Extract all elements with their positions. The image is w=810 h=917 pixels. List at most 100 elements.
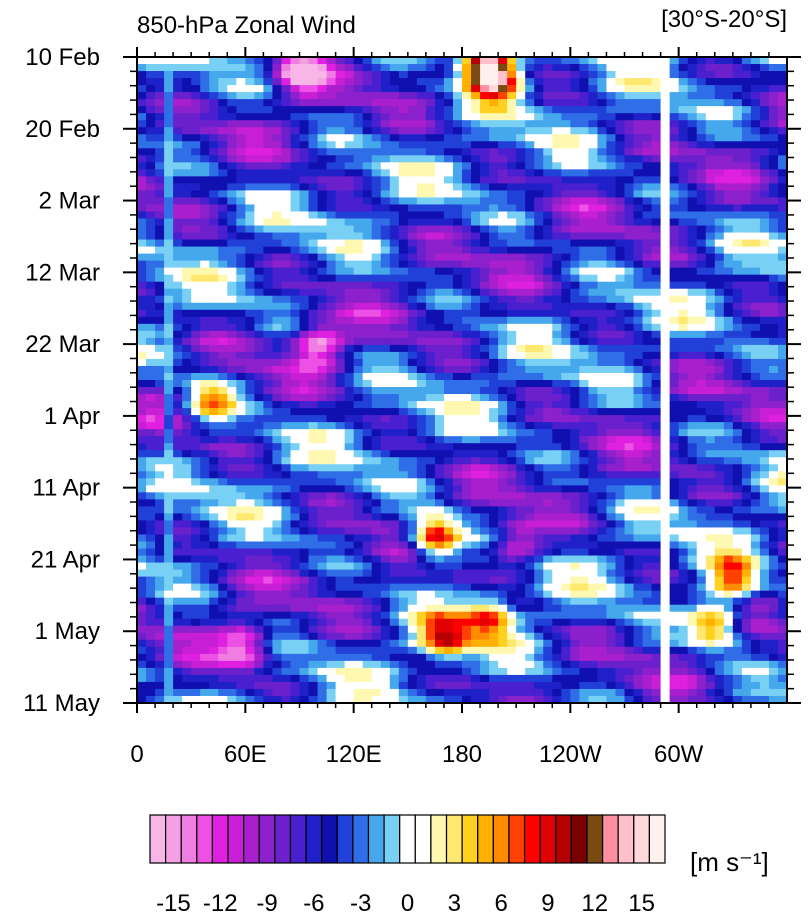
heatmap-cell bbox=[209, 113, 219, 121]
heatmap-cell bbox=[516, 57, 526, 65]
heatmap-cell bbox=[696, 520, 707, 529]
heatmap-cell bbox=[678, 471, 689, 479]
heatmap-cell bbox=[525, 232, 535, 241]
heatmap-cell bbox=[254, 429, 264, 437]
heatmap-cell bbox=[561, 527, 571, 536]
heatmap-cell bbox=[723, 302, 734, 311]
heatmap-cell bbox=[344, 492, 355, 500]
heatmap-cell bbox=[371, 85, 382, 93]
heatmap-cell bbox=[227, 323, 237, 332]
heatmap-cell bbox=[326, 323, 337, 332]
heatmap-cell bbox=[398, 176, 409, 184]
heatmap-cell bbox=[254, 330, 264, 339]
heatmap-cell bbox=[606, 106, 617, 114]
heatmap-cell bbox=[732, 162, 743, 170]
heatmap-cell bbox=[317, 513, 328, 522]
heatmap-cell bbox=[471, 71, 481, 79]
heatmap-cell bbox=[380, 401, 391, 409]
heatmap-cell bbox=[218, 527, 228, 536]
heatmap-cell bbox=[777, 372, 787, 381]
heatmap-cell bbox=[146, 148, 156, 156]
heatmap-cell bbox=[633, 401, 644, 409]
heatmap-cell bbox=[516, 372, 526, 381]
heatmap-cell bbox=[579, 239, 589, 248]
heatmap-cell bbox=[660, 120, 671, 128]
heatmap-cell bbox=[425, 64, 436, 72]
heatmap-cell bbox=[759, 246, 770, 255]
heatmap-cell bbox=[489, 211, 499, 220]
heatmap-cell bbox=[326, 492, 337, 500]
heatmap-cell bbox=[371, 218, 382, 227]
heatmap-cell bbox=[236, 162, 246, 170]
heatmap-cell bbox=[705, 323, 716, 332]
heatmap-cell bbox=[687, 148, 698, 156]
heatmap-cell bbox=[597, 148, 608, 156]
heatmap-cell bbox=[146, 534, 156, 543]
heatmap-cell bbox=[299, 232, 310, 241]
heatmap-cell bbox=[777, 141, 787, 149]
heatmap-cell bbox=[669, 246, 680, 255]
heatmap-cell bbox=[281, 415, 292, 423]
heatmap-cell bbox=[416, 499, 427, 507]
heatmap-cell bbox=[173, 337, 183, 346]
heatmap-cell bbox=[227, 295, 237, 304]
heatmap-cell bbox=[173, 78, 183, 86]
heatmap-cell bbox=[588, 148, 599, 156]
heatmap-cell bbox=[146, 520, 156, 529]
heatmap-cell bbox=[227, 85, 237, 93]
heatmap-cell bbox=[146, 267, 156, 276]
heatmap-cell bbox=[606, 520, 617, 529]
heatmap-cell bbox=[164, 316, 174, 325]
heatmap-cell bbox=[137, 344, 147, 353]
heatmap-cell bbox=[705, 113, 716, 121]
heatmap-cell bbox=[588, 127, 599, 135]
heatmap-cell bbox=[371, 281, 382, 290]
heatmap-cell bbox=[191, 527, 201, 536]
heatmap-cell bbox=[768, 99, 779, 107]
heatmap-cell bbox=[236, 295, 246, 304]
heatmap-cell bbox=[588, 464, 599, 472]
heatmap-cell bbox=[543, 204, 553, 213]
heatmap-cell bbox=[209, 380, 219, 388]
heatmap-cell bbox=[335, 204, 346, 213]
heatmap-cell bbox=[398, 365, 409, 374]
heatmap-cell bbox=[326, 527, 337, 536]
heatmap-cell bbox=[434, 120, 445, 128]
heatmap-cell bbox=[741, 450, 752, 458]
heatmap-cell bbox=[624, 288, 635, 297]
heatmap-cell bbox=[696, 330, 707, 339]
heatmap-cell bbox=[344, 197, 355, 206]
heatmap-cell bbox=[480, 64, 490, 72]
heatmap-cell bbox=[705, 141, 716, 149]
heatmap-cell bbox=[588, 274, 599, 283]
heatmap-cell bbox=[182, 155, 192, 163]
heatmap-cell bbox=[443, 415, 454, 423]
heatmap-cell bbox=[200, 162, 210, 170]
heatmap-cell bbox=[218, 92, 228, 100]
heatmap-cell bbox=[164, 106, 174, 114]
heatmap-cell bbox=[182, 204, 192, 213]
heatmap-cell bbox=[552, 204, 562, 213]
heatmap-cell bbox=[443, 316, 454, 325]
heatmap-cell bbox=[425, 176, 436, 184]
heatmap-cell bbox=[155, 506, 165, 515]
heatmap-cell bbox=[155, 309, 165, 318]
heatmap-cell bbox=[561, 464, 571, 472]
heatmap-cell bbox=[164, 176, 174, 184]
heatmap-cell bbox=[254, 260, 264, 269]
heatmap-cell bbox=[534, 464, 544, 472]
heatmap-cell bbox=[326, 232, 337, 241]
heatmap-cell bbox=[543, 520, 553, 529]
heatmap-cell bbox=[389, 541, 400, 550]
heatmap-cell bbox=[254, 274, 264, 283]
heatmap-cell bbox=[344, 422, 355, 430]
heatmap-cell bbox=[326, 267, 337, 276]
heatmap-cell bbox=[642, 316, 653, 325]
heatmap-cell bbox=[155, 183, 165, 192]
heatmap-cell bbox=[380, 450, 391, 458]
heatmap-cell bbox=[597, 162, 608, 170]
heatmap-cell bbox=[525, 190, 535, 199]
heatmap-cell bbox=[425, 113, 436, 121]
heatmap-cell bbox=[615, 260, 626, 269]
heatmap-cell bbox=[561, 408, 571, 416]
